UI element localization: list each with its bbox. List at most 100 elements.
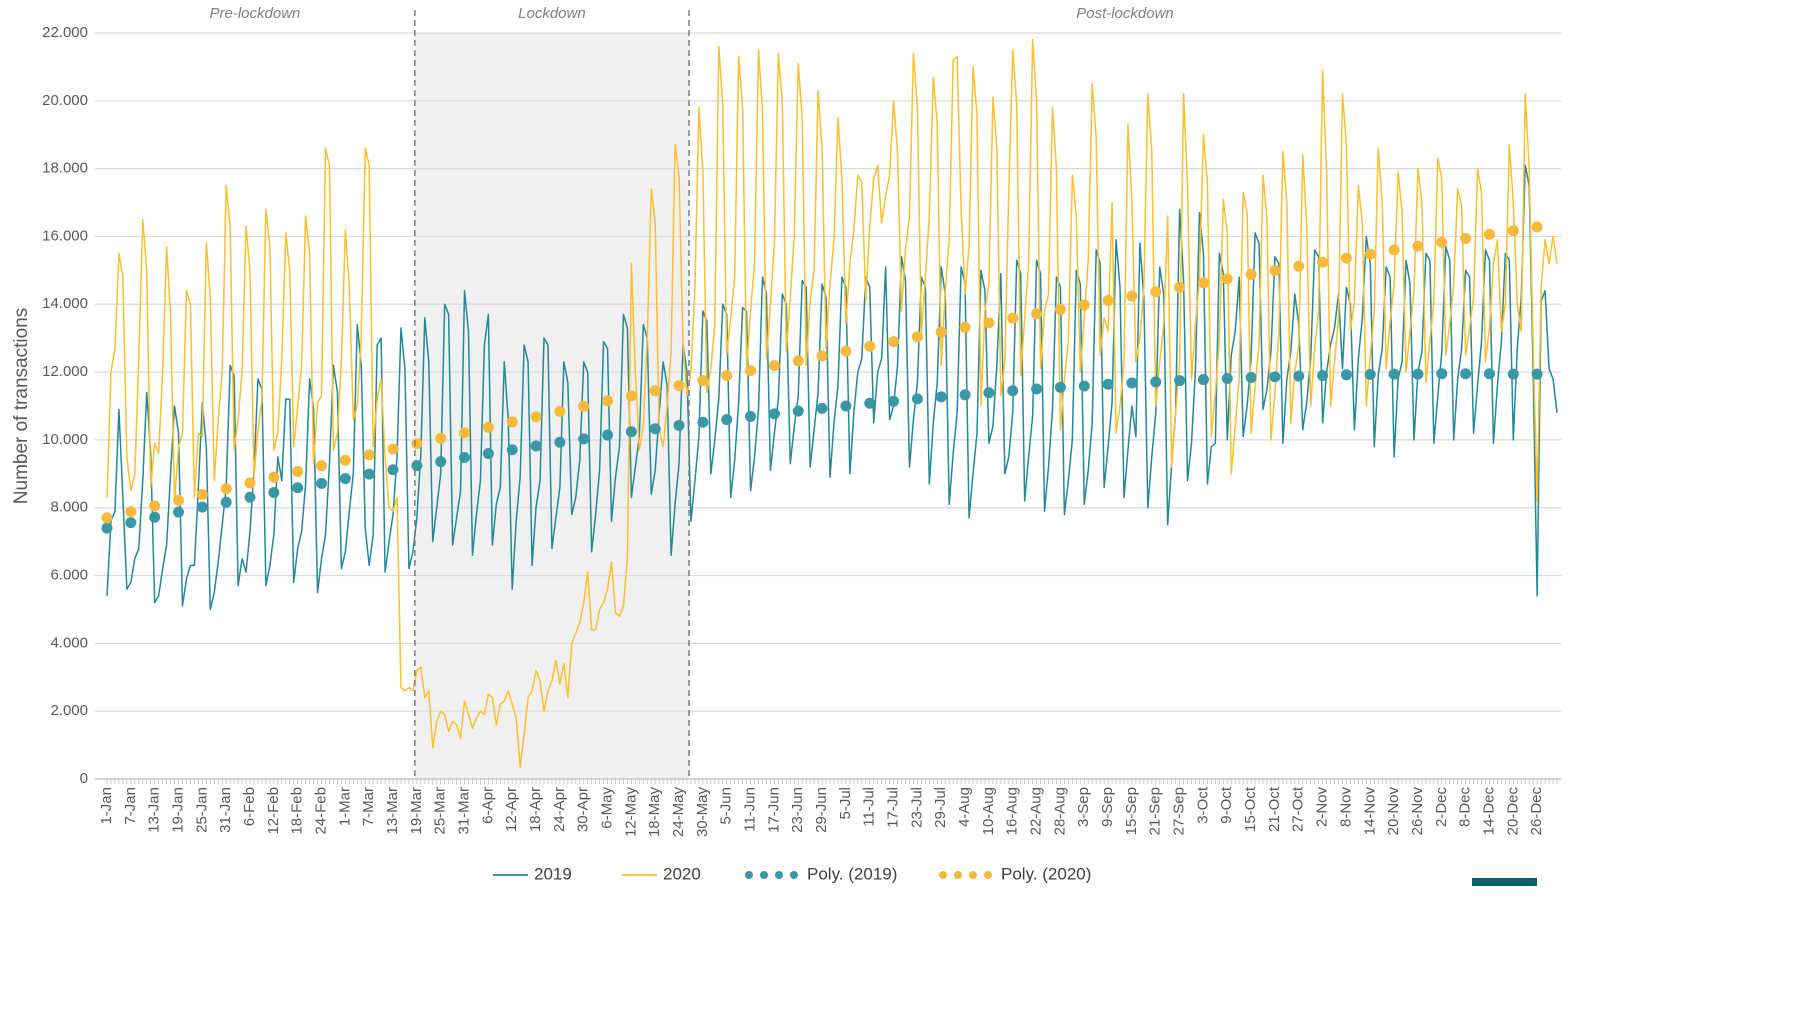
x-tick-label: 6-Feb xyxy=(241,787,258,826)
trend-dot xyxy=(530,440,542,452)
trend-dot xyxy=(482,447,494,459)
y-tick-label: 8.000 xyxy=(50,499,88,516)
x-tick-label: 9-Oct xyxy=(1218,786,1235,824)
x-tick-label: 1-Jan xyxy=(98,787,115,825)
trend-dot xyxy=(792,355,804,367)
trend-dot xyxy=(1388,368,1400,380)
trend-dot xyxy=(1197,277,1209,289)
trend-dot xyxy=(316,477,328,489)
x-tick-label: 29-Jul xyxy=(932,787,949,828)
x-tick-label: 26-Nov xyxy=(1409,787,1426,836)
trend-dot xyxy=(1174,281,1186,293)
x-tick-label: 3-Oct xyxy=(1194,786,1211,824)
trend-dot xyxy=(316,460,328,472)
y-tick-label: 22.000 xyxy=(42,24,88,41)
trend-dot xyxy=(363,449,375,461)
trend-dot xyxy=(721,369,733,381)
trend-dot xyxy=(530,411,542,423)
trend-dot xyxy=(1245,372,1257,384)
trend-dot xyxy=(387,464,399,476)
x-tick-label: 2-Nov xyxy=(1314,787,1331,828)
trend-dot xyxy=(1436,368,1448,380)
trend-dot xyxy=(1269,264,1281,276)
x-tick-label: 27-Sep xyxy=(1171,787,1188,835)
trend-dot xyxy=(1460,368,1472,380)
y-axis-title: Number of transactions xyxy=(11,308,32,504)
trend-dot xyxy=(983,317,995,329)
trend-dot xyxy=(1340,252,1352,264)
trend-dot xyxy=(1150,286,1162,298)
x-tick-label: 10-Aug xyxy=(980,787,997,835)
trend-dot xyxy=(816,402,828,414)
trend-dot xyxy=(1245,268,1257,280)
y-tick-label: 4.000 xyxy=(50,634,88,651)
trend-dot xyxy=(1531,368,1543,380)
y-tick-label: 12.000 xyxy=(42,363,88,380)
trend-dot xyxy=(1317,256,1329,268)
trend-dot xyxy=(363,468,375,480)
x-tick-label: 11-Jun xyxy=(742,787,759,832)
trend-dot xyxy=(1388,244,1400,256)
trend-dot xyxy=(888,336,900,348)
x-tick-label: 28-Aug xyxy=(1051,787,1068,835)
trend-dot xyxy=(935,391,947,403)
trend-dot xyxy=(935,326,947,338)
trend-dot xyxy=(1483,368,1495,380)
x-tick-label: 12-Apr xyxy=(503,787,520,832)
labels: Pre-lockdown Lockdown Post-lockdown 0 2.000 4… xyxy=(42,5,1545,884)
trend-dot xyxy=(1531,221,1543,233)
plot-area xyxy=(101,39,1558,768)
trend-dot xyxy=(411,438,423,450)
x-tick-label: 1-Mar xyxy=(336,787,353,826)
y-tick-label: 10.000 xyxy=(42,431,88,448)
x-tick-label: 17-Jun xyxy=(765,787,782,833)
x-tick-label: 5-Jun xyxy=(718,787,735,825)
trend-dot xyxy=(554,405,566,417)
trend-dot xyxy=(983,387,995,399)
trend-dot xyxy=(554,436,566,448)
x-tick-label: 23-Jul xyxy=(908,787,925,828)
x-tick-label: 7-Jan xyxy=(122,787,139,825)
legend-label: 2019 xyxy=(534,864,572,883)
trend-dot xyxy=(435,456,447,468)
trend-dot xyxy=(292,482,304,494)
x-tick-label: 19-Jan xyxy=(169,787,186,833)
trend-dot xyxy=(292,465,304,477)
grid xyxy=(95,32,1561,784)
legend-swatch xyxy=(775,871,783,879)
trend-dot xyxy=(220,496,232,508)
trend-dot xyxy=(459,427,471,439)
trend-dot xyxy=(173,506,185,518)
trend-dot xyxy=(1221,273,1233,285)
x-tick-label: 21-Sep xyxy=(1147,787,1164,835)
x-tick-label: 5-Jul xyxy=(837,787,854,820)
trend-dot xyxy=(339,454,351,466)
trend-dot xyxy=(1174,375,1186,387)
y-tick-label: 14.000 xyxy=(42,295,88,312)
x-tick-label: 20-Nov xyxy=(1385,787,1402,836)
x-tick-label: 8-Dec xyxy=(1457,787,1474,828)
trend-dot xyxy=(578,400,590,412)
trend-dot xyxy=(149,500,161,512)
trend-dot xyxy=(411,460,423,472)
trend-dot xyxy=(888,395,900,407)
trend-dot xyxy=(625,426,637,438)
x-tick-label: 8-Nov xyxy=(1337,787,1354,828)
trend-dot xyxy=(1460,232,1472,244)
trend-dot xyxy=(268,471,280,483)
decoration xyxy=(1472,878,1537,886)
y-tick-label: 0 xyxy=(80,770,88,787)
trend-dot xyxy=(101,522,113,534)
x-tick-label: 14-Nov xyxy=(1361,787,1378,836)
x-tick-label: 14-Dec xyxy=(1480,787,1497,836)
legend-label: Poly. (2019) xyxy=(807,864,897,883)
x-tick-label: 18-Feb xyxy=(289,787,306,835)
x-tick-label: 31-Mar xyxy=(456,787,473,835)
trend-dot xyxy=(625,390,637,402)
trend-dot xyxy=(602,395,614,407)
x-tick-label: 21-Oct xyxy=(1266,786,1283,832)
trend-dot xyxy=(435,432,447,444)
trend-dot xyxy=(816,350,828,362)
trend-dot xyxy=(1150,376,1162,388)
